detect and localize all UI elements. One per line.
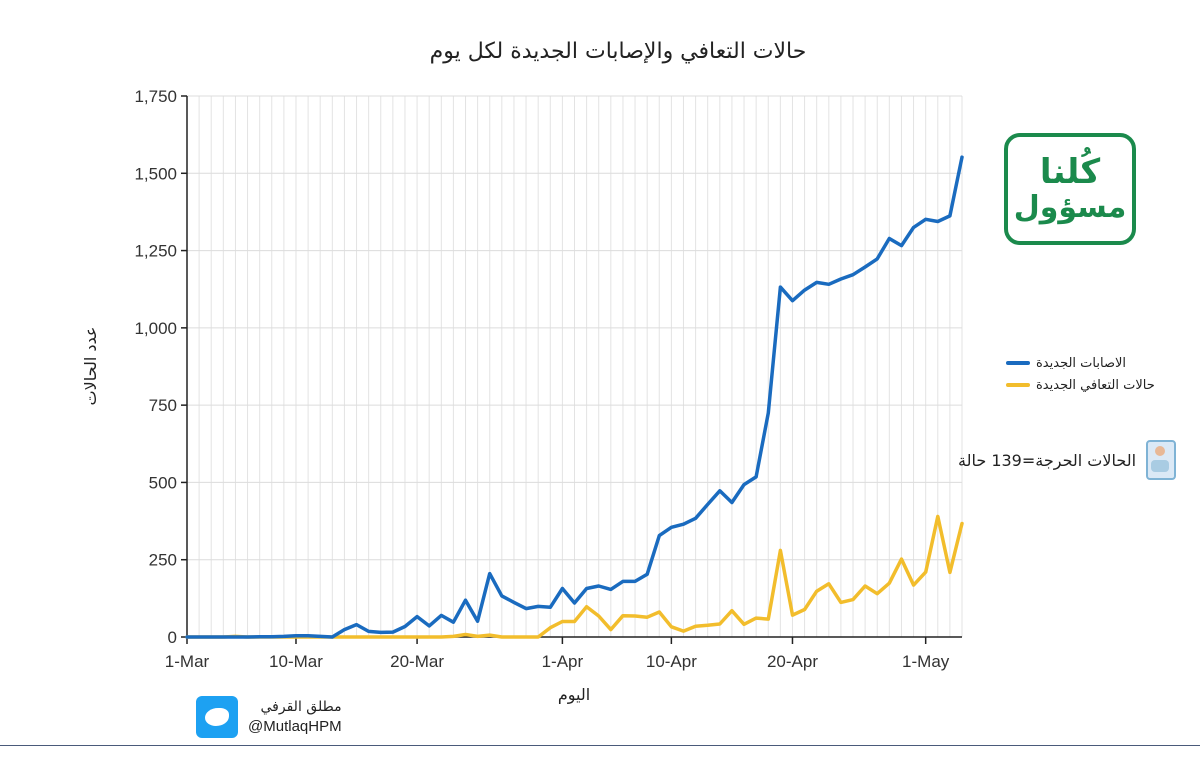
chart-grid [186, 95, 963, 638]
x-tick-label: 1-Mar [165, 652, 210, 671]
y-tick-label: 1,250 [134, 242, 177, 261]
y-tick-label: 1,000 [134, 319, 177, 338]
y-tick-label: 1,500 [134, 164, 177, 183]
legend: الاصابات الجديدة حالات التعافي الجديدة [1006, 352, 1155, 396]
bottom-divider [0, 745, 1200, 746]
legend-item-new-cases: الاصابات الجديدة [1006, 352, 1155, 374]
x-axis-label: اليوم [558, 685, 590, 705]
x-tick-label: 1-Apr [542, 652, 584, 671]
y-tick-label: 500 [149, 473, 177, 492]
chart-series [185, 155, 964, 639]
author-handle: @MutlaqHPM [248, 718, 342, 735]
x-tick-label: 1-May [902, 652, 950, 671]
x-tick-label: 20-Mar [390, 652, 444, 671]
twitter-icon [196, 696, 238, 738]
y-axis-label: عدد الحالات [81, 327, 100, 406]
series-line-new-cases [185, 155, 964, 639]
y-tick-label: 0 [168, 628, 177, 647]
y-tick-label: 250 [149, 551, 177, 570]
logo-line2: مسؤول [1013, 190, 1127, 225]
chart-title: حالات التعافي والإصابات الجديدة لكل يوم [430, 39, 807, 64]
critical-cases-annotation: الحالات الحرجة=139 حالة [958, 440, 1177, 480]
legend-label-new-cases: الاصابات الجديدة [1036, 355, 1127, 371]
legend-item-new-recoveries: حالات التعافي الجديدة [1006, 374, 1155, 396]
legend-label-new-recoveries: حالات التعافي الجديدة [1036, 377, 1155, 393]
y-tick-label: 1,750 [134, 87, 177, 106]
x-tick-label: 10-Apr [646, 652, 697, 671]
x-tick-label: 20-Apr [767, 652, 818, 671]
x-tick-label: 10-Mar [269, 652, 323, 671]
author-credit: مطلق القرفي @MutlaqHPM [196, 696, 342, 738]
critical-cases-text: الحالات الحرجة=139 حالة [958, 450, 1137, 470]
logo-line1: كُلنا [1039, 152, 1101, 192]
y-tick-label: 750 [149, 396, 177, 415]
patient-bed-icon [1146, 440, 1177, 480]
author-name: مطلق القرفي [260, 699, 342, 715]
legend-swatch-new-recoveries [1006, 383, 1030, 387]
logo: كُلنا مسؤول [1004, 133, 1136, 245]
chart-axes: 0 250 500 750 1,000 1,250 1,500 1,750 1-Mar 10-Ma… [134, 87, 962, 671]
legend-swatch-new-cases [1006, 361, 1030, 365]
